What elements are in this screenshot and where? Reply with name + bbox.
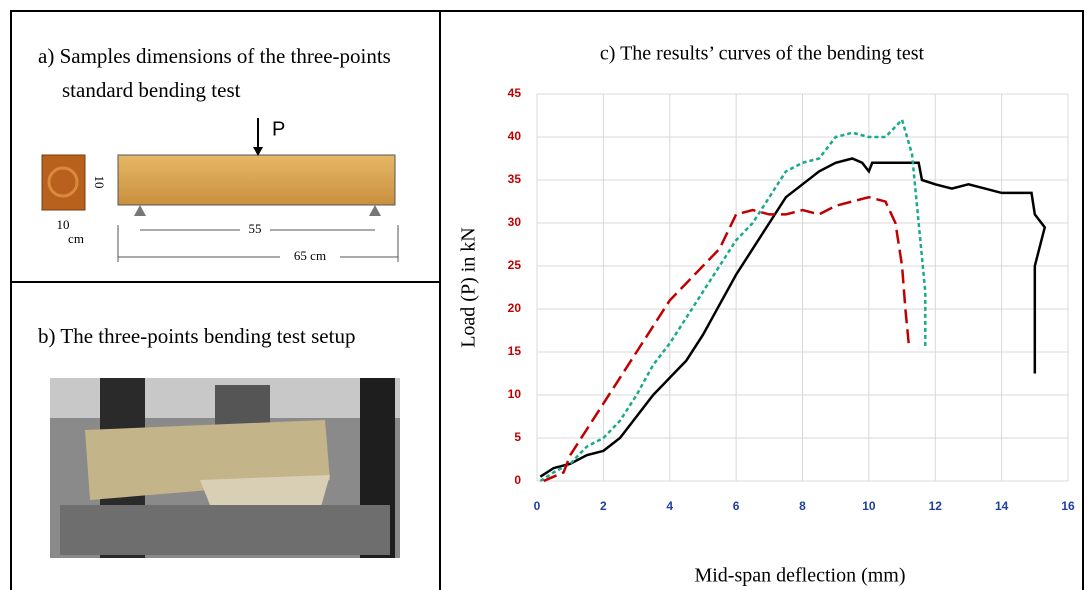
x-axis-label: Mid-span deflection (mm) [694,565,905,587]
dim-label: 65 cm [294,248,326,263]
x-tick-label: 4 [666,499,673,513]
frame [10,10,1084,590]
load-label: P [272,118,285,140]
y-tick-label: 0 [514,473,521,487]
data-line [539,117,927,483]
dim-label: cm [68,231,84,246]
support [134,205,146,216]
label-bg [280,249,340,265]
panel-title: b) The three-points bending test setup [38,324,355,348]
y-tick-label: 45 [508,86,522,100]
support [369,205,381,216]
panel-title: standard bending test [62,78,241,102]
y-axis-label: Load (P) in kN [458,227,480,348]
dim-label: 10 [92,176,107,189]
setup-photo [50,378,400,558]
y-tick-label: 25 [508,258,522,272]
loader [215,385,270,430]
x-tick-label: 8 [799,499,806,513]
load-arrow [253,147,263,156]
chart-title: c) The results’ curves of the bending te… [600,43,925,65]
y-tick-label: 30 [508,215,522,229]
sheet [200,475,330,510]
x-tick-label: 16 [1061,499,1075,513]
x-tick-label: 12 [929,499,943,513]
x-tick-label: 6 [733,499,740,513]
y-tick-label: 40 [508,129,522,143]
y-tick-label: 10 [508,387,522,401]
data-line [539,157,1047,478]
y-tick-label: 35 [508,172,522,186]
x-tick-label: 0 [534,499,541,513]
dim-label: 10 [57,217,70,232]
x-tick-label: 14 [995,499,1009,513]
x-tick-label: 10 [862,499,876,513]
panel-title: a) Samples dimensions of the three-point… [38,44,391,68]
grain [47,166,79,198]
y-tick-label: 5 [514,430,521,444]
data-line [543,195,910,483]
label-bg [240,222,270,238]
x-tick-label: 2 [600,499,607,513]
dim-label: 55 [249,221,262,236]
base [60,505,390,555]
y-tick-label: 20 [508,301,522,315]
y-tick-label: 15 [508,344,522,358]
beam [117,154,396,206]
